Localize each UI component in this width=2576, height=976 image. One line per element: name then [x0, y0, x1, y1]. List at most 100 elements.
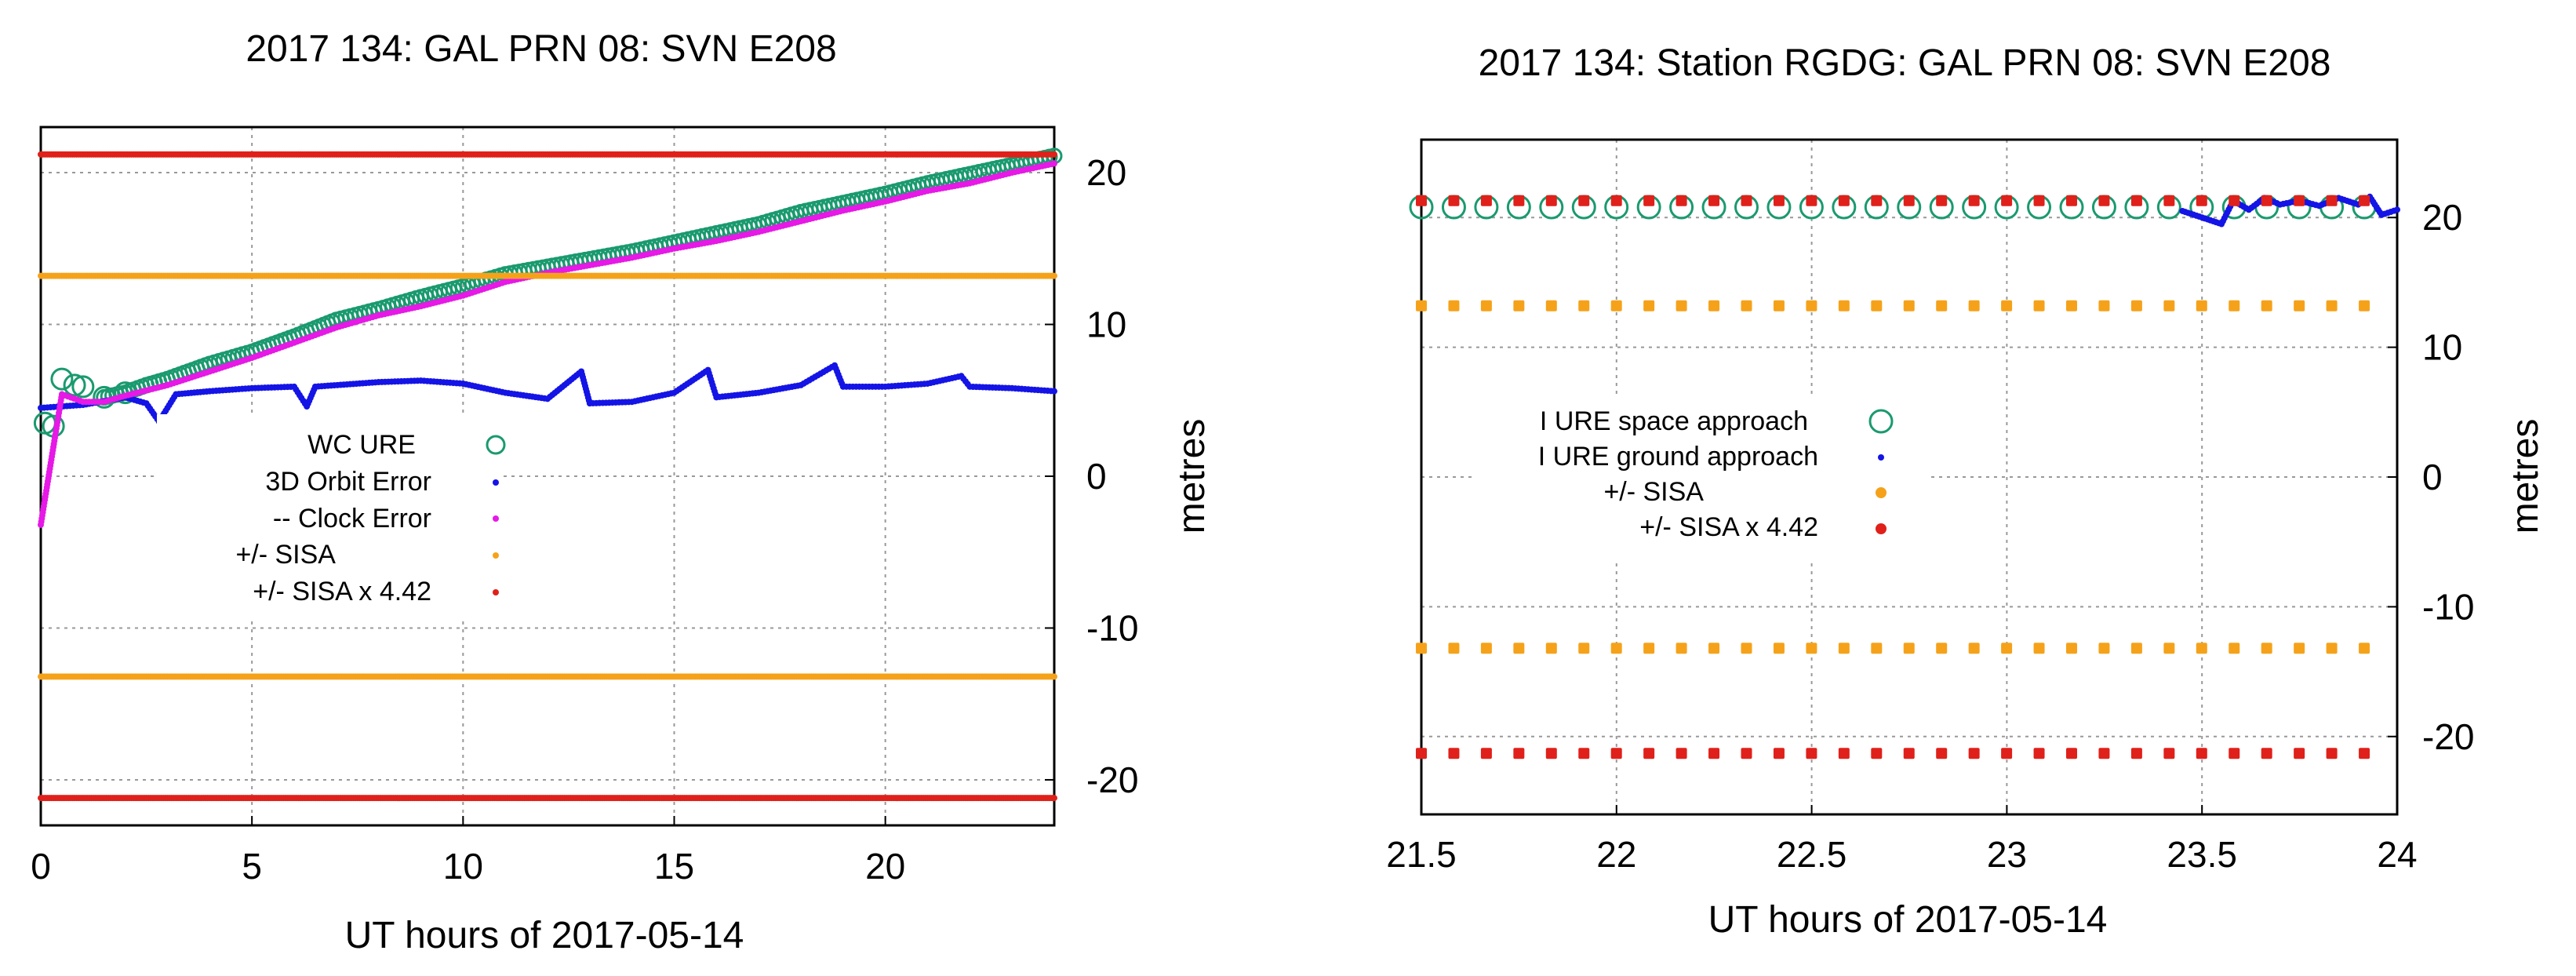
y-tick-label: -20 [2422, 716, 2474, 757]
y-tick-label: 10 [1086, 304, 1126, 345]
series-orbit [38, 362, 1057, 425]
data-point [63, 373, 86, 397]
data-point [2196, 195, 2207, 206]
legend-label-ground: I URE ground approach [1538, 442, 1818, 472]
data-point [1968, 300, 1980, 311]
legend-label-sisa442: +/- SISA x 4.42 [253, 577, 431, 606]
data-point [2066, 643, 2078, 654]
y-tick-label: 20 [2422, 197, 2462, 238]
data-point [2261, 195, 2272, 206]
data-point [2163, 748, 2175, 759]
data-point [2130, 195, 2142, 206]
data-point [1578, 300, 1590, 311]
data-point [2130, 300, 2142, 311]
data-point [2033, 748, 2045, 759]
data-point [2196, 643, 2207, 654]
data-point [2033, 195, 2045, 206]
data-point [1545, 195, 1557, 206]
data-point [1708, 300, 1720, 311]
x-axis-label: UT hours of 2017-05-14 [345, 915, 744, 956]
data-point [2294, 748, 2305, 759]
data-point [2261, 643, 2272, 654]
data-point [1871, 748, 1883, 759]
data-point [1675, 748, 1687, 759]
legend-label-wc-ure: WC URE [307, 430, 416, 460]
x-tick-label: 15 [654, 846, 694, 887]
data-point [1545, 748, 1557, 759]
data-point [2098, 748, 2110, 759]
legend-label-clock: -- Clock Error [273, 504, 431, 534]
data-point [1578, 643, 1590, 654]
legend-label-sisa442: +/- SISA x 4.42 [1639, 512, 1818, 542]
x-tick-label: 20 [865, 846, 905, 887]
data-point [1051, 160, 1057, 167]
legend-marker-sisa [493, 552, 499, 559]
data-point [1838, 643, 1850, 654]
data-point [2229, 748, 2240, 759]
data-point [1480, 643, 1492, 654]
x-axis-label: UT hours of 2017-05-14 [1708, 899, 2108, 941]
x-tick-label: 10 [443, 846, 483, 887]
legend-label-orbit: 3D Orbit Error [265, 467, 431, 497]
data-point [1806, 195, 1817, 206]
data-point [2001, 300, 2013, 311]
data-point [1578, 195, 1590, 206]
data-point [1416, 300, 1427, 311]
legend-marker-ground [1878, 454, 1884, 461]
data-point [1936, 300, 1948, 311]
data-point [2229, 300, 2240, 311]
legend: WC URE 3D Orbit Error -- Clock Error +/-… [157, 414, 506, 618]
data-point [1708, 643, 1720, 654]
data-point [1051, 151, 1057, 158]
data-point [1936, 643, 1948, 654]
data-point [71, 375, 95, 399]
data-point [1838, 195, 1850, 206]
y-axis-label: metres [1171, 419, 1213, 534]
data-point [1448, 300, 1460, 311]
data-point [2359, 195, 2370, 206]
chart-title: 2017 134: Station RGDG: GAL PRN 08: SVN … [1479, 42, 2331, 84]
y-tick-label: -20 [1086, 759, 1138, 800]
data-point [2066, 195, 2078, 206]
legend: I URE space approach I URE ground approa… [1475, 396, 1930, 561]
x-tick-label: 24 [2377, 834, 2417, 875]
data-point [1051, 673, 1057, 680]
data-point [1643, 748, 1655, 759]
data-point [1416, 195, 1427, 206]
data-point [2130, 748, 2142, 759]
data-point [1903, 195, 1915, 206]
y-axis-label: metres [2505, 419, 2546, 534]
data-point [1968, 643, 1980, 654]
data-point [2001, 195, 2013, 206]
data-point [2359, 748, 2370, 759]
data-point [1968, 195, 1980, 206]
data-point [2163, 643, 2175, 654]
y-tick-label: 20 [1086, 152, 1126, 193]
data-point [2359, 300, 2370, 311]
data-point [1903, 748, 1915, 759]
chart-left: 2017 134: GAL PRN 08: SVN E208 0 5 10 15 20 2… [31, 28, 1213, 956]
data-point [1936, 748, 1948, 759]
data-point [2163, 300, 2175, 311]
data-point [1708, 748, 1720, 759]
data-point [2066, 300, 2078, 311]
data-point [1708, 195, 1720, 206]
x-tick-label: 22.5 [1777, 834, 1847, 875]
data-point [1936, 195, 1948, 206]
legend-marker-sisa [1876, 487, 1887, 498]
data-point [2394, 206, 2400, 213]
data-point [1513, 300, 1525, 311]
data-point [1480, 748, 1492, 759]
data-point [1806, 643, 1817, 654]
data-point [1871, 643, 1883, 654]
data-point [1513, 195, 1525, 206]
data-point [1448, 643, 1460, 654]
series-sisa442 [38, 151, 1057, 802]
data-point [50, 367, 74, 391]
legend-marker-wc-ure [486, 435, 506, 455]
data-point [1806, 748, 1817, 759]
y-tick-label: 0 [2422, 457, 2443, 497]
legend-label-space: I URE space approach [1540, 406, 1808, 436]
data-point [1643, 300, 1655, 311]
